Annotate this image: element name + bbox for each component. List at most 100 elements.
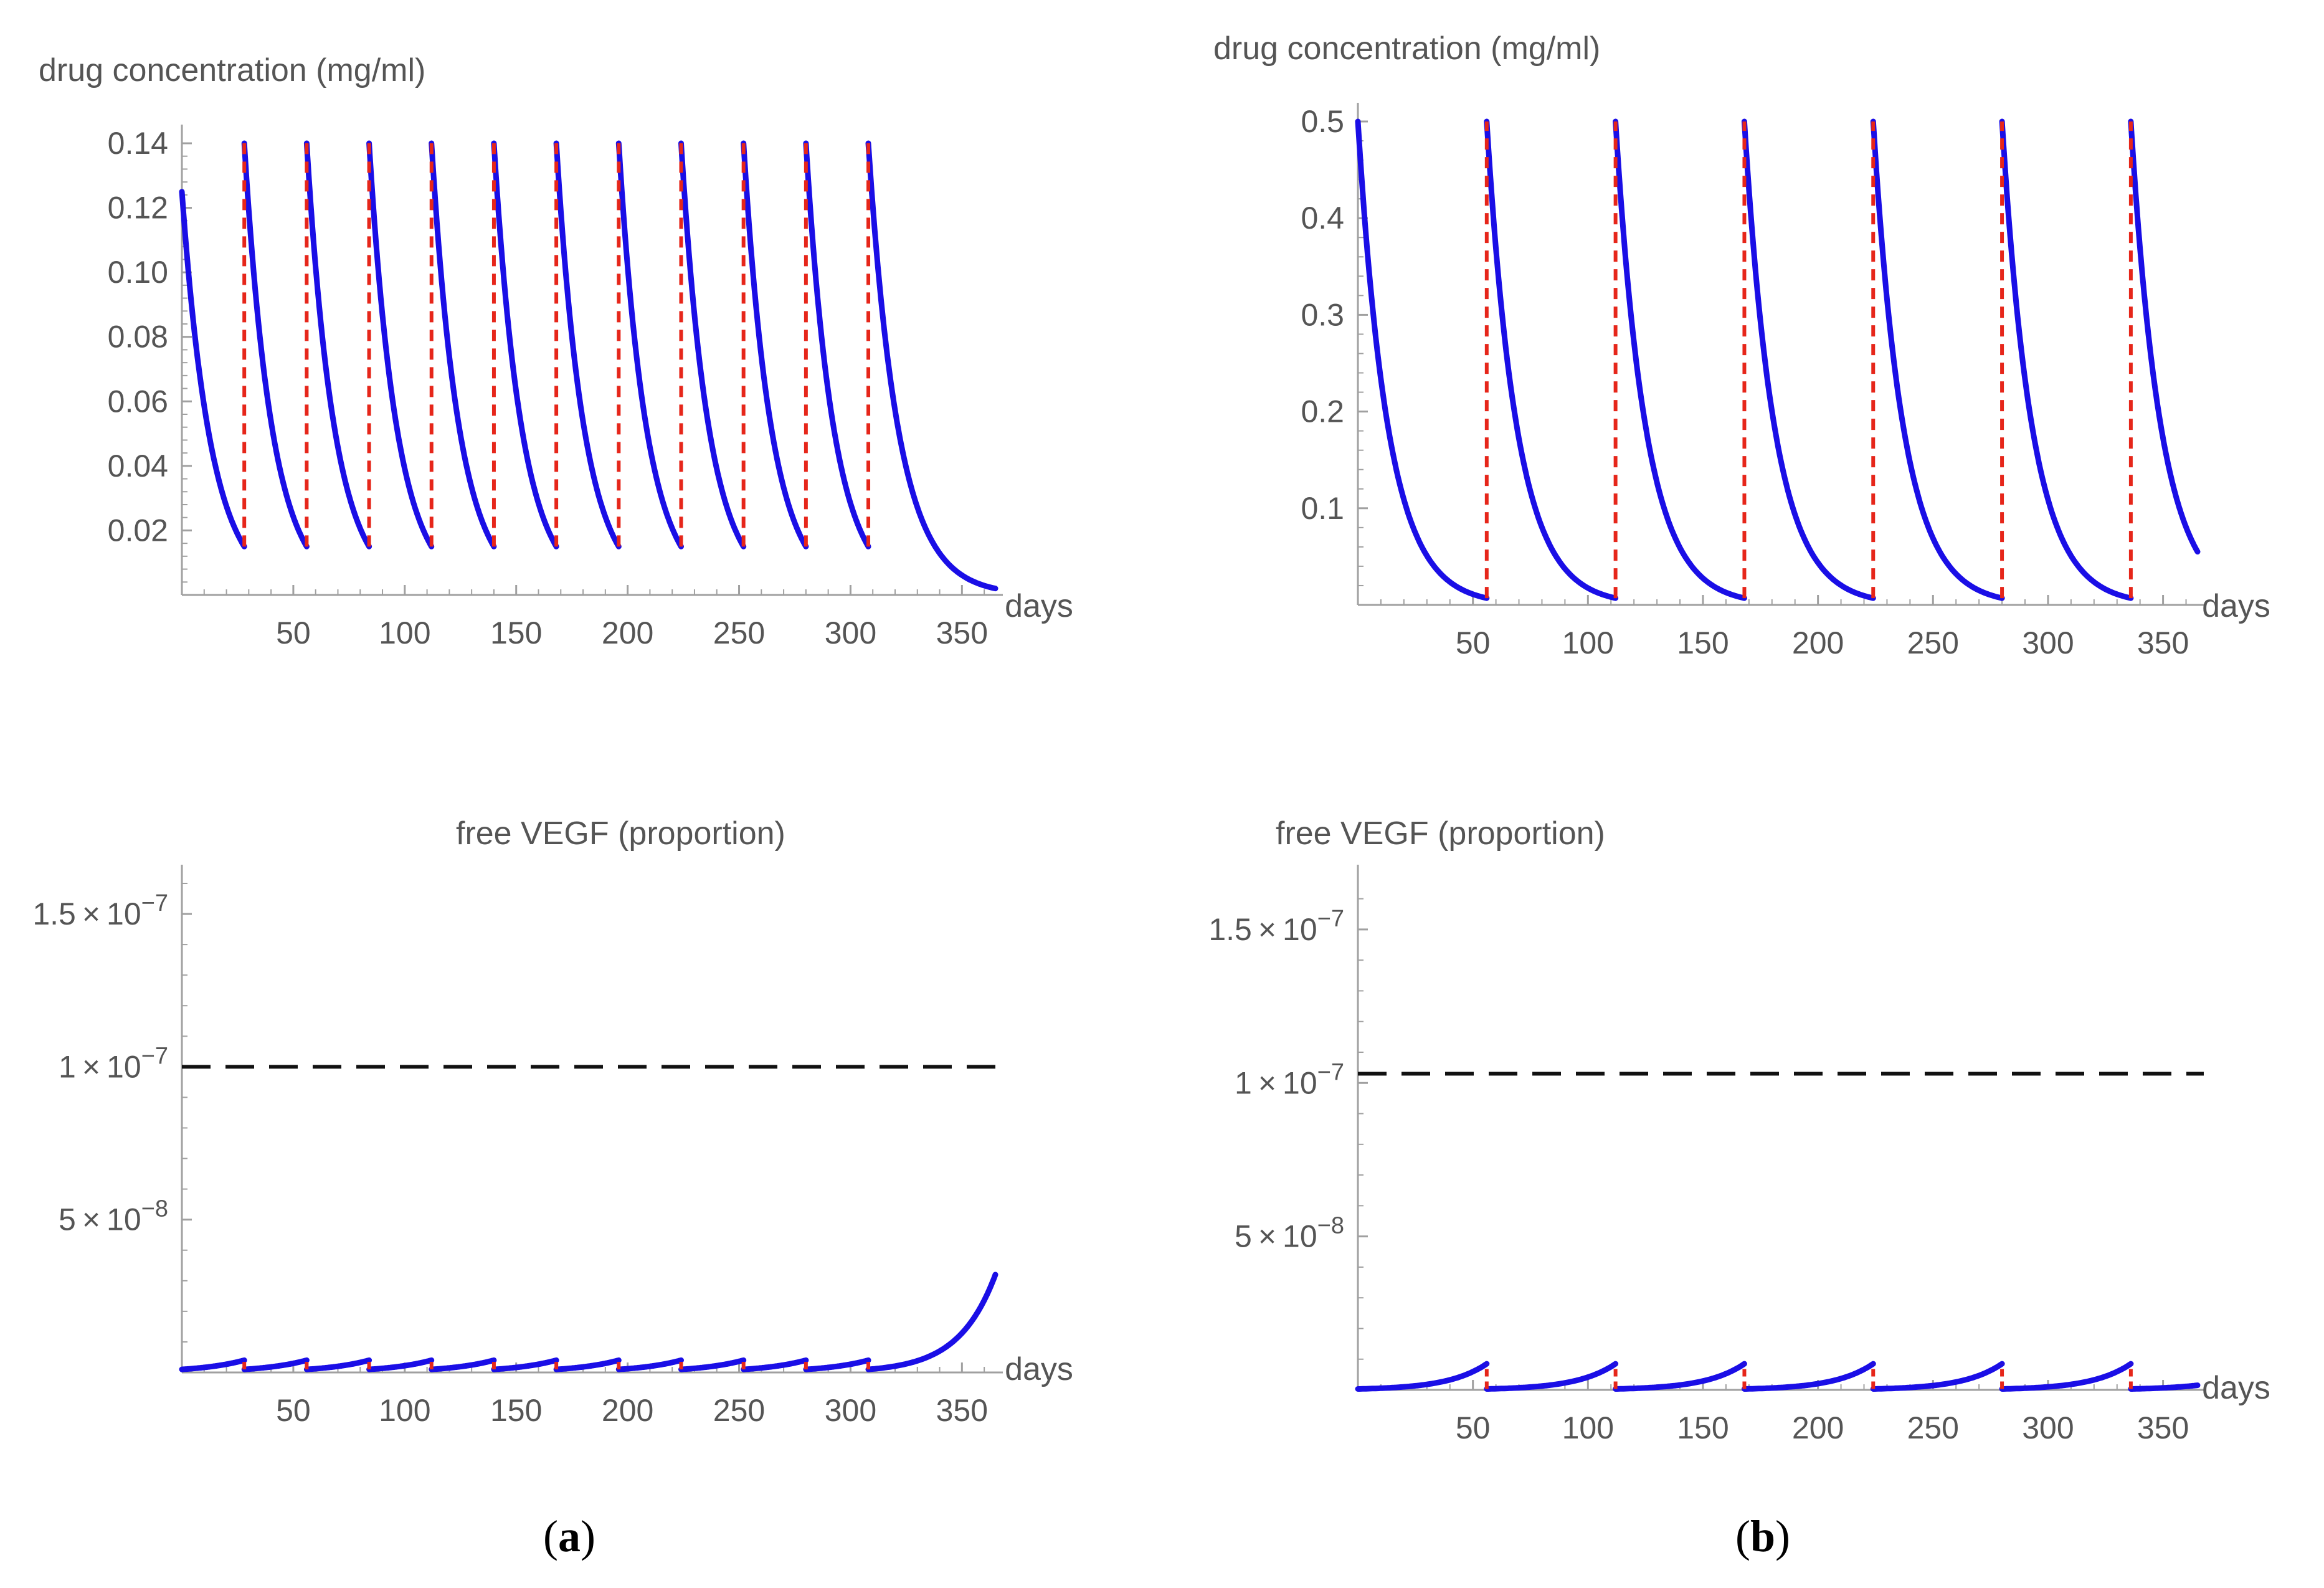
series-segment — [303, 1357, 372, 1372]
y-tick-mantissa: 5 — [1235, 1219, 1252, 1254]
series-segment — [491, 1357, 559, 1372]
x-tick-label: 50 — [1456, 1410, 1491, 1445]
series-segment — [429, 1357, 497, 1372]
y-tick-label: 0.2 — [1301, 394, 1344, 429]
x-tick-label: 300 — [825, 616, 876, 650]
series-segment — [2128, 118, 2201, 555]
series-segment — [615, 140, 684, 549]
series-segment — [1999, 1361, 2134, 1392]
x-tick-label: 350 — [2137, 625, 2189, 660]
x-tick-label: 200 — [602, 1393, 653, 1428]
x-tick-label: 250 — [713, 616, 765, 650]
y-tick-label: 0.5 — [1301, 104, 1344, 139]
series-segment — [179, 1357, 247, 1372]
panel-label-a-open: ( — [543, 1511, 558, 1561]
series-segment — [1484, 118, 1619, 601]
series-segment — [241, 1357, 310, 1372]
x-tick-label: 50 — [276, 616, 311, 650]
y-tick-label: 5 × 10−8 — [1235, 1213, 1344, 1254]
y-tick-exponent: −8 — [141, 1196, 168, 1222]
x-tick-label: 150 — [1677, 1410, 1729, 1445]
x-tick-label: 100 — [1562, 1410, 1614, 1445]
series-segment — [1741, 118, 1876, 601]
y-tick-mantissa: 1.5 — [1208, 912, 1252, 947]
x-tick-label: 200 — [1792, 1410, 1844, 1445]
y-tick-label: 1.5 × 10−7 — [1208, 906, 1344, 947]
series-segment — [1870, 118, 2005, 601]
panel-label-b: (b) — [1735, 1511, 1790, 1561]
x-tick-label: 300 — [825, 1393, 876, 1428]
y-tick-times: × 10 — [76, 896, 141, 931]
series-segment — [241, 140, 310, 549]
chart-title: free VEGF (proportion) — [1276, 815, 1605, 852]
y-tick-label: 0.4 — [1301, 201, 1344, 235]
x-tick-label: 100 — [379, 1393, 430, 1428]
panel-label-a: (a) — [543, 1511, 595, 1561]
x-tick-label: 350 — [2137, 1410, 2189, 1445]
x-tick-label: 50 — [276, 1393, 311, 1428]
y-tick-times: × 10 — [1252, 912, 1317, 947]
x-tick-label: 250 — [713, 1393, 765, 1428]
y-tick-label: 1 × 10−7 — [1235, 1059, 1344, 1100]
series-segment — [1613, 118, 1747, 601]
x-tick-label: 150 — [1677, 625, 1729, 660]
y-tick-label: 0.04 — [108, 449, 168, 483]
y-tick-label: 1.5 × 10−7 — [32, 890, 168, 931]
x-tick-label: 200 — [602, 616, 653, 650]
series-segment — [1613, 1361, 1747, 1392]
series-segment — [678, 140, 747, 549]
series-segment — [366, 1357, 435, 1372]
series-segment — [741, 1357, 809, 1372]
x-tick-label: 250 — [1907, 1410, 1959, 1445]
x-tick-label: 350 — [936, 1393, 988, 1428]
y-tick-exponent: −7 — [141, 890, 168, 916]
y-tick-times: × 10 — [1252, 1219, 1317, 1254]
x-tick-label: 250 — [1907, 625, 1959, 660]
y-tick-mantissa: 1.5 — [32, 896, 76, 931]
series-segment — [1355, 1361, 1490, 1392]
series-segment — [865, 140, 998, 592]
series-segment — [615, 1357, 684, 1372]
y-tick-label: 0.3 — [1301, 297, 1344, 332]
chart-a-drug-concentration: 50 100 150 200 250 300 350 0.02 0.04 0.06 0.08 0.10… — [39, 52, 1073, 650]
x-axis-label: days — [1005, 1351, 1073, 1387]
y-tick-label: 0.10 — [108, 255, 168, 290]
y-tick-label: 0.1 — [1301, 491, 1344, 526]
x-axis-label: days — [2202, 1370, 2270, 1406]
y-tick-exponent: −7 — [1317, 1059, 1344, 1085]
y-tick-exponent: −8 — [1317, 1213, 1344, 1239]
chart-title: drug concentration (mg/ml) — [39, 52, 425, 88]
y-tick-label: 0.02 — [108, 513, 168, 548]
series-segment — [803, 1357, 871, 1372]
series-segment — [741, 140, 809, 549]
series-segment — [2128, 1382, 2201, 1392]
y-tick-label: 0.08 — [108, 320, 168, 354]
x-tick-label: 100 — [379, 616, 430, 650]
x-tick-label: 200 — [1792, 625, 1844, 660]
series-segment — [179, 189, 247, 549]
x-tick-label: 350 — [936, 616, 988, 650]
series-segment — [553, 140, 622, 549]
chart-b-drug-concentration: 50 100 150 200 250 300 350 0.1 0.2 0.3 0.4 0.5 drug … — [1213, 31, 2270, 660]
y-tick-mantissa: 5 — [59, 1202, 76, 1237]
chart-title: drug concentration (mg/ml) — [1213, 31, 1600, 67]
x-tick-label: 300 — [2022, 625, 2074, 660]
y-tick-label: 5 × 10−8 — [59, 1196, 168, 1237]
series-segment — [429, 140, 497, 549]
series-segment — [1870, 1361, 2005, 1392]
x-tick-label: 300 — [2022, 1410, 2074, 1445]
panel-label-b-letter: b — [1750, 1511, 1775, 1561]
series-segment — [303, 140, 372, 549]
y-tick-times: × 10 — [1252, 1065, 1317, 1100]
series-segment — [491, 140, 559, 549]
series-segment — [1484, 1361, 1619, 1392]
y-tick-exponent: −7 — [141, 1043, 168, 1069]
y-tick-mantissa: 1 — [1235, 1065, 1252, 1100]
y-tick-label: 0.12 — [108, 191, 168, 226]
y-tick-label: 0.06 — [108, 384, 168, 419]
panel-label-a-letter: a — [558, 1511, 581, 1561]
panel-label-b-close: ) — [1775, 1511, 1790, 1561]
y-tick-times: × 10 — [76, 1202, 141, 1237]
